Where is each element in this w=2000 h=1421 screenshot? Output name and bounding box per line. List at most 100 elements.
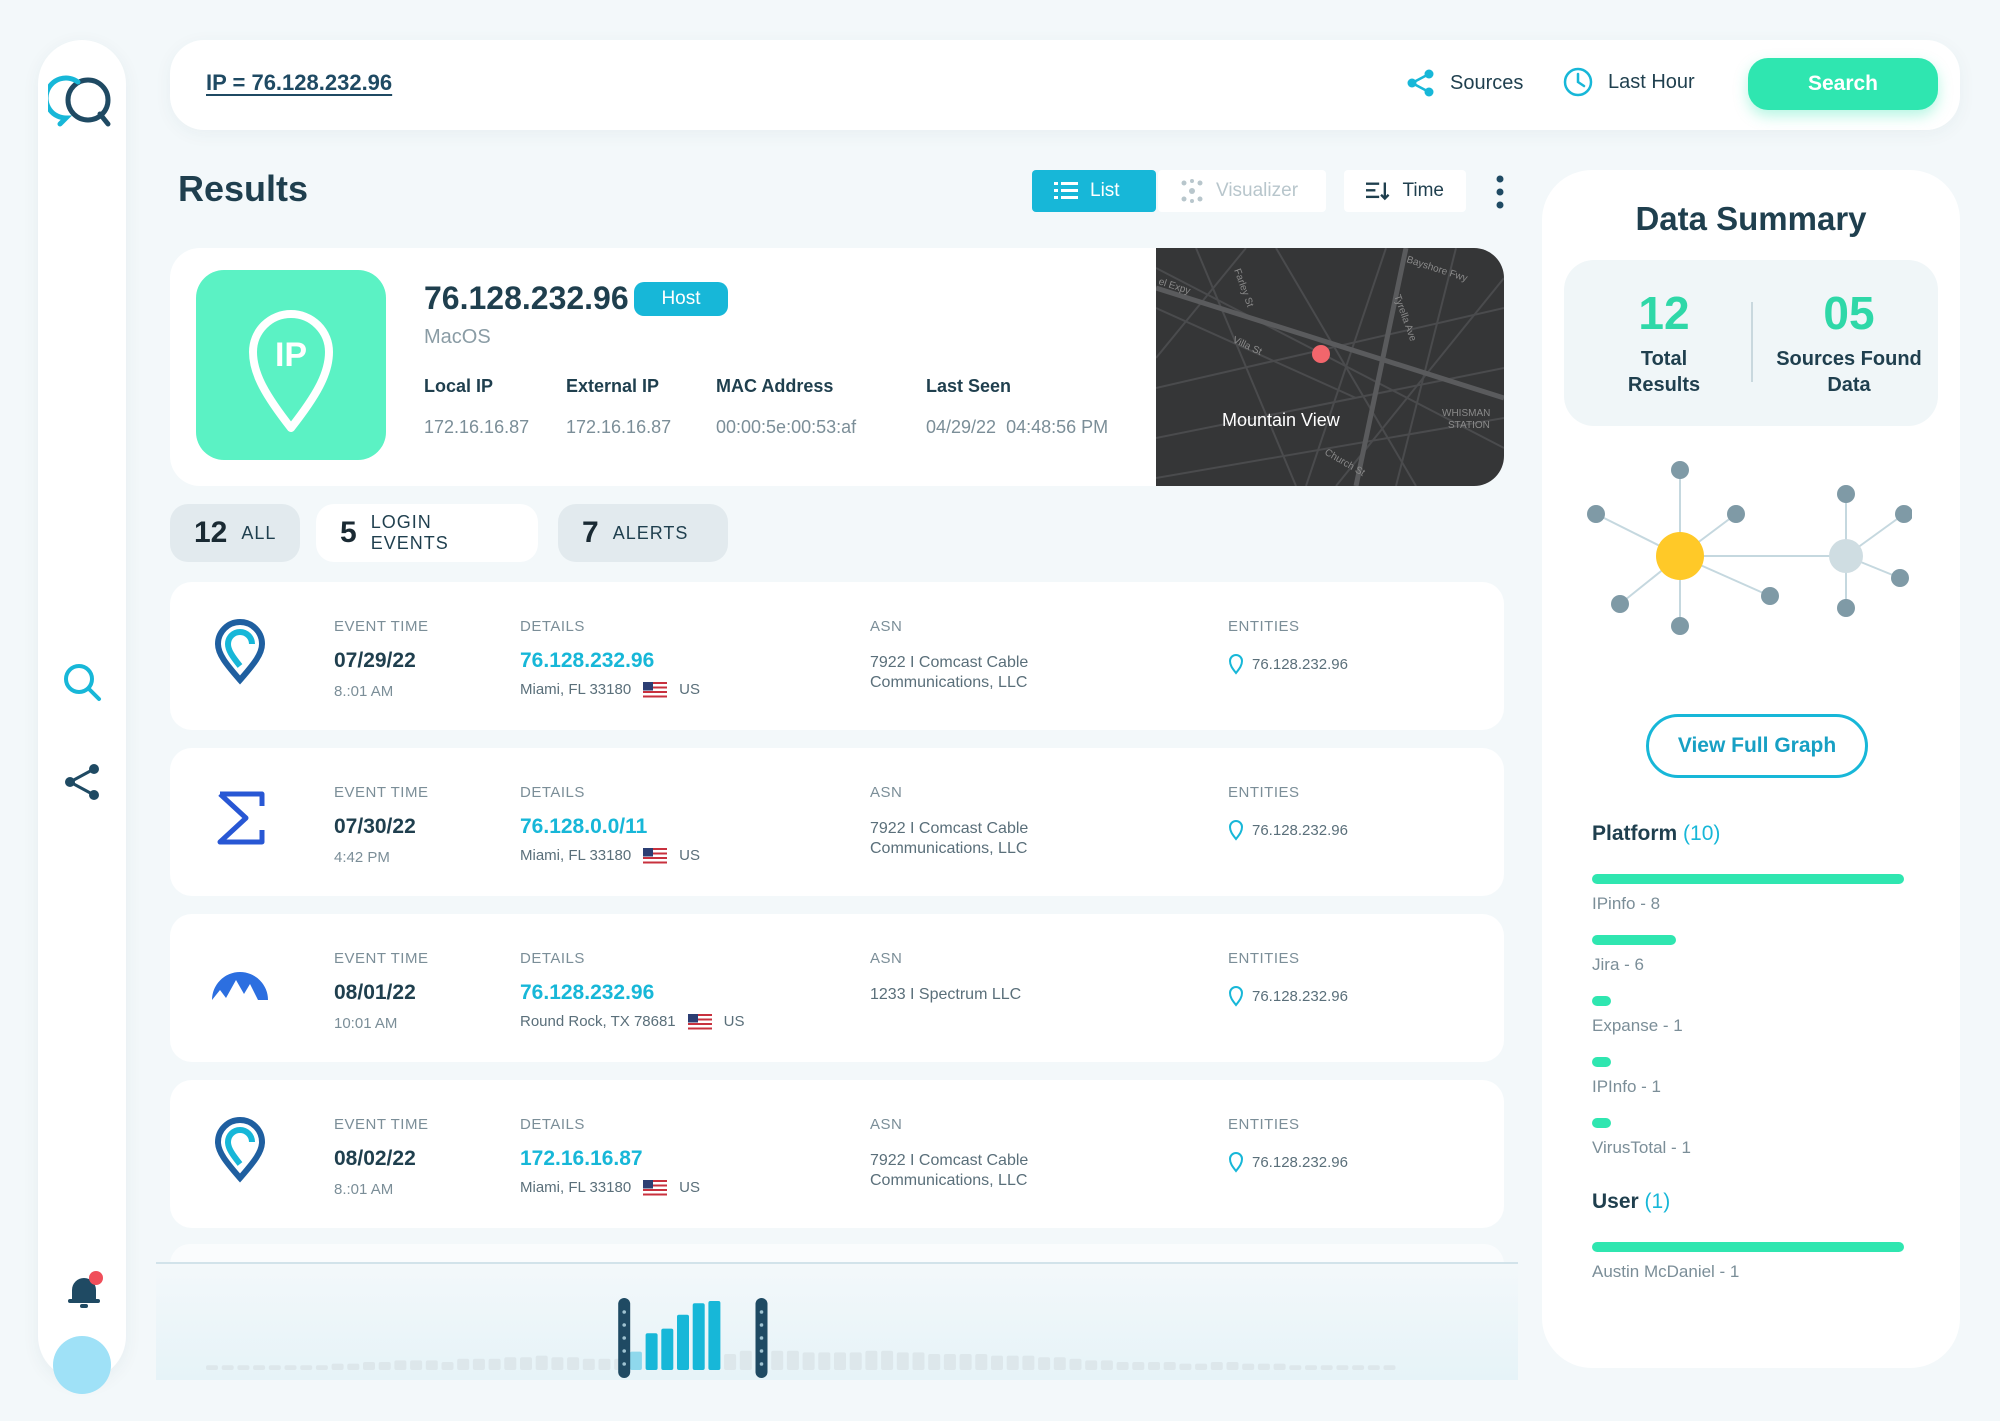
summary-bar bbox=[1592, 1118, 1611, 1128]
search-query[interactable]: IP = 76.128.232.96 bbox=[206, 70, 393, 95]
last-seen-value: 04/29/22 04:48:56 PM bbox=[926, 417, 1109, 437]
event-card[interactable]: EVENT TIME 08/01/22 10:01 AM DETAILS 76.… bbox=[170, 914, 1504, 1062]
summary-bar-label: Jira - 6 bbox=[1592, 955, 1644, 974]
event-ip-link[interactable]: 76.128.232.96 bbox=[520, 649, 655, 672]
time-range-button[interactable]: Last Hour bbox=[1562, 66, 1695, 98]
timeline-histogram[interactable] bbox=[156, 1262, 1518, 1380]
list-icon bbox=[1054, 182, 1078, 199]
timeline-bar bbox=[268, 1365, 281, 1370]
event-time: 8.:01 AM bbox=[334, 683, 394, 700]
summary-bar bbox=[1592, 1242, 1904, 1252]
external-ip-label: External IP bbox=[566, 376, 660, 396]
filter-login-events-chip[interactable]: 5 LOGIN EVENTS bbox=[316, 504, 538, 562]
entity-item[interactable]: 76.128.232.96 bbox=[1228, 819, 1348, 841]
timeline-bar bbox=[1320, 1365, 1333, 1370]
timeline-bar bbox=[629, 1351, 642, 1370]
timeline-bar bbox=[991, 1355, 1003, 1370]
search-button[interactable]: Search bbox=[1748, 58, 1938, 110]
summary-bar-row[interactable]: Expanse - 1 bbox=[1592, 996, 1904, 1036]
user-avatar[interactable] bbox=[53, 1336, 111, 1394]
timeline-bar bbox=[1100, 1360, 1113, 1370]
more-options-icon[interactable] bbox=[1490, 172, 1510, 212]
filter-all-label: ALL bbox=[241, 522, 277, 543]
filter-all-chip[interactable]: 12 ALL bbox=[170, 504, 300, 562]
filter-alerts-chip[interactable]: 7 ALERTS bbox=[558, 504, 728, 562]
timeline-bar bbox=[1289, 1365, 1302, 1370]
timeline-bar bbox=[802, 1352, 815, 1370]
event-ip-link[interactable]: 76.128.0.0/11 bbox=[520, 815, 648, 838]
entity-item[interactable]: 76.128.232.96 bbox=[1228, 653, 1348, 675]
event-card[interactable]: EVENT TIME 07/29/22 8.:01 AM DETAILS 76.… bbox=[170, 582, 1504, 730]
timeline-bar bbox=[739, 1350, 752, 1370]
total-results-stat: 12 Total Results bbox=[1604, 286, 1724, 398]
timeline-bar bbox=[1242, 1363, 1255, 1370]
event-time-label: EVENT TIME bbox=[334, 950, 429, 967]
timeline-bar bbox=[975, 1354, 988, 1370]
search-icon[interactable] bbox=[60, 660, 104, 704]
asn-label: ASN bbox=[870, 950, 903, 967]
timeline-bar bbox=[661, 1328, 674, 1370]
event-date: 07/29/22 bbox=[334, 649, 416, 672]
timeline-bar bbox=[912, 1352, 925, 1370]
handle-grip-dot bbox=[759, 1362, 764, 1366]
filter-login-count: 5 bbox=[340, 516, 357, 549]
event-date: 07/30/22 bbox=[334, 815, 416, 838]
time-range-label: Last Hour bbox=[1608, 70, 1695, 93]
event-location: Round Rock, TX 78681 US bbox=[520, 1013, 745, 1030]
entities-label: ENTITIES bbox=[1228, 784, 1300, 801]
event-country: US bbox=[679, 1179, 701, 1196]
list-view-button[interactable]: List bbox=[1032, 170, 1156, 212]
timeline-bar bbox=[959, 1354, 972, 1370]
timeline-bar bbox=[645, 1333, 658, 1370]
event-ip-link[interactable]: 172.16.16.87 bbox=[520, 1147, 643, 1170]
map-location-pin-icon[interactable] bbox=[1312, 345, 1330, 363]
external-ip-field: External IP 172.16.16.87 bbox=[566, 376, 671, 438]
ipinfo-pin-icon bbox=[214, 1117, 266, 1183]
view-full-graph-button[interactable]: View Full Graph bbox=[1646, 714, 1868, 778]
event-card[interactable]: EVENT TIME 08/02/22 8.:01 AM DETAILS 172… bbox=[170, 1080, 1504, 1228]
details-column: DETAILS 76.128.0.0/11 Miami, FL 33180 US bbox=[520, 784, 700, 864]
data-summary-panel: Data Summary 12 Total Results 05 Sources… bbox=[1542, 170, 1960, 1368]
summary-bar-label: Expanse - 1 bbox=[1592, 1016, 1683, 1035]
timeline-bar bbox=[1257, 1363, 1270, 1370]
time-sort-button[interactable]: Time bbox=[1344, 170, 1466, 212]
event-card[interactable]: EVENT TIME 07/30/22 4:42 PM DETAILS 76.1… bbox=[170, 748, 1504, 896]
summary-bar-row[interactable]: IPinfo - 8 bbox=[1592, 874, 1904, 914]
summary-bar-row[interactable]: IPInfo - 1 bbox=[1592, 1057, 1904, 1097]
timeline-bar bbox=[849, 1352, 862, 1370]
app-logo-icon[interactable] bbox=[48, 66, 118, 136]
sources-label: Sources bbox=[1450, 71, 1524, 94]
timeline-bar bbox=[410, 1360, 423, 1370]
summary-bar-row[interactable]: Jira - 6 bbox=[1592, 935, 1904, 975]
map-street-label: Bayshore Fwy bbox=[1405, 254, 1469, 284]
event-time: 10:01 AM bbox=[334, 1015, 398, 1032]
timeline-bar bbox=[1336, 1365, 1349, 1370]
summary-bar-row[interactable]: VirusTotal - 1 bbox=[1592, 1118, 1904, 1158]
timeline-bar bbox=[520, 1357, 532, 1370]
event-time: 4:42 PM bbox=[334, 849, 390, 866]
event-time-column: EVENT TIME 07/30/22 4:42 PM bbox=[334, 784, 428, 866]
notification-bell-icon[interactable] bbox=[62, 1268, 106, 1312]
timeline-bar bbox=[1085, 1360, 1098, 1370]
entity-graph-preview[interactable] bbox=[1572, 448, 1912, 668]
summary-bar-row[interactable]: Austin McDaniel - 1 bbox=[1592, 1242, 1904, 1282]
share-graph-icon[interactable] bbox=[60, 760, 104, 804]
jira-sigma-icon bbox=[217, 791, 265, 845]
timeline-bar bbox=[1305, 1365, 1317, 1370]
sidebar bbox=[38, 40, 126, 1394]
entity-item[interactable]: 76.128.232.96 bbox=[1228, 985, 1348, 1007]
stats-divider bbox=[1751, 302, 1753, 382]
host-type-badge: Host bbox=[634, 282, 728, 316]
event-ip-link[interactable]: 76.128.232.96 bbox=[520, 981, 655, 1004]
location-map[interactable]: Bayshore Fwy Farley St Tyrella Ave Villa… bbox=[1155, 248, 1504, 486]
entities-column: ENTITIES 76.128.232.96 bbox=[1228, 1116, 1348, 1173]
event-date: 08/01/22 bbox=[334, 981, 416, 1004]
entity-item[interactable]: 76.128.232.96 bbox=[1228, 1151, 1348, 1173]
timeline-bar bbox=[331, 1363, 344, 1370]
sources-button[interactable]: Sources bbox=[1406, 68, 1523, 98]
visualizer-view-button[interactable]: Visualizer bbox=[1158, 170, 1326, 212]
asn-column: ASN 7922 I Comcast Cable Communications,… bbox=[870, 1116, 1100, 1191]
handle-grip-dot bbox=[622, 1362, 626, 1366]
timeline-bar bbox=[708, 1301, 721, 1370]
details-label: DETAILS bbox=[520, 784, 585, 801]
